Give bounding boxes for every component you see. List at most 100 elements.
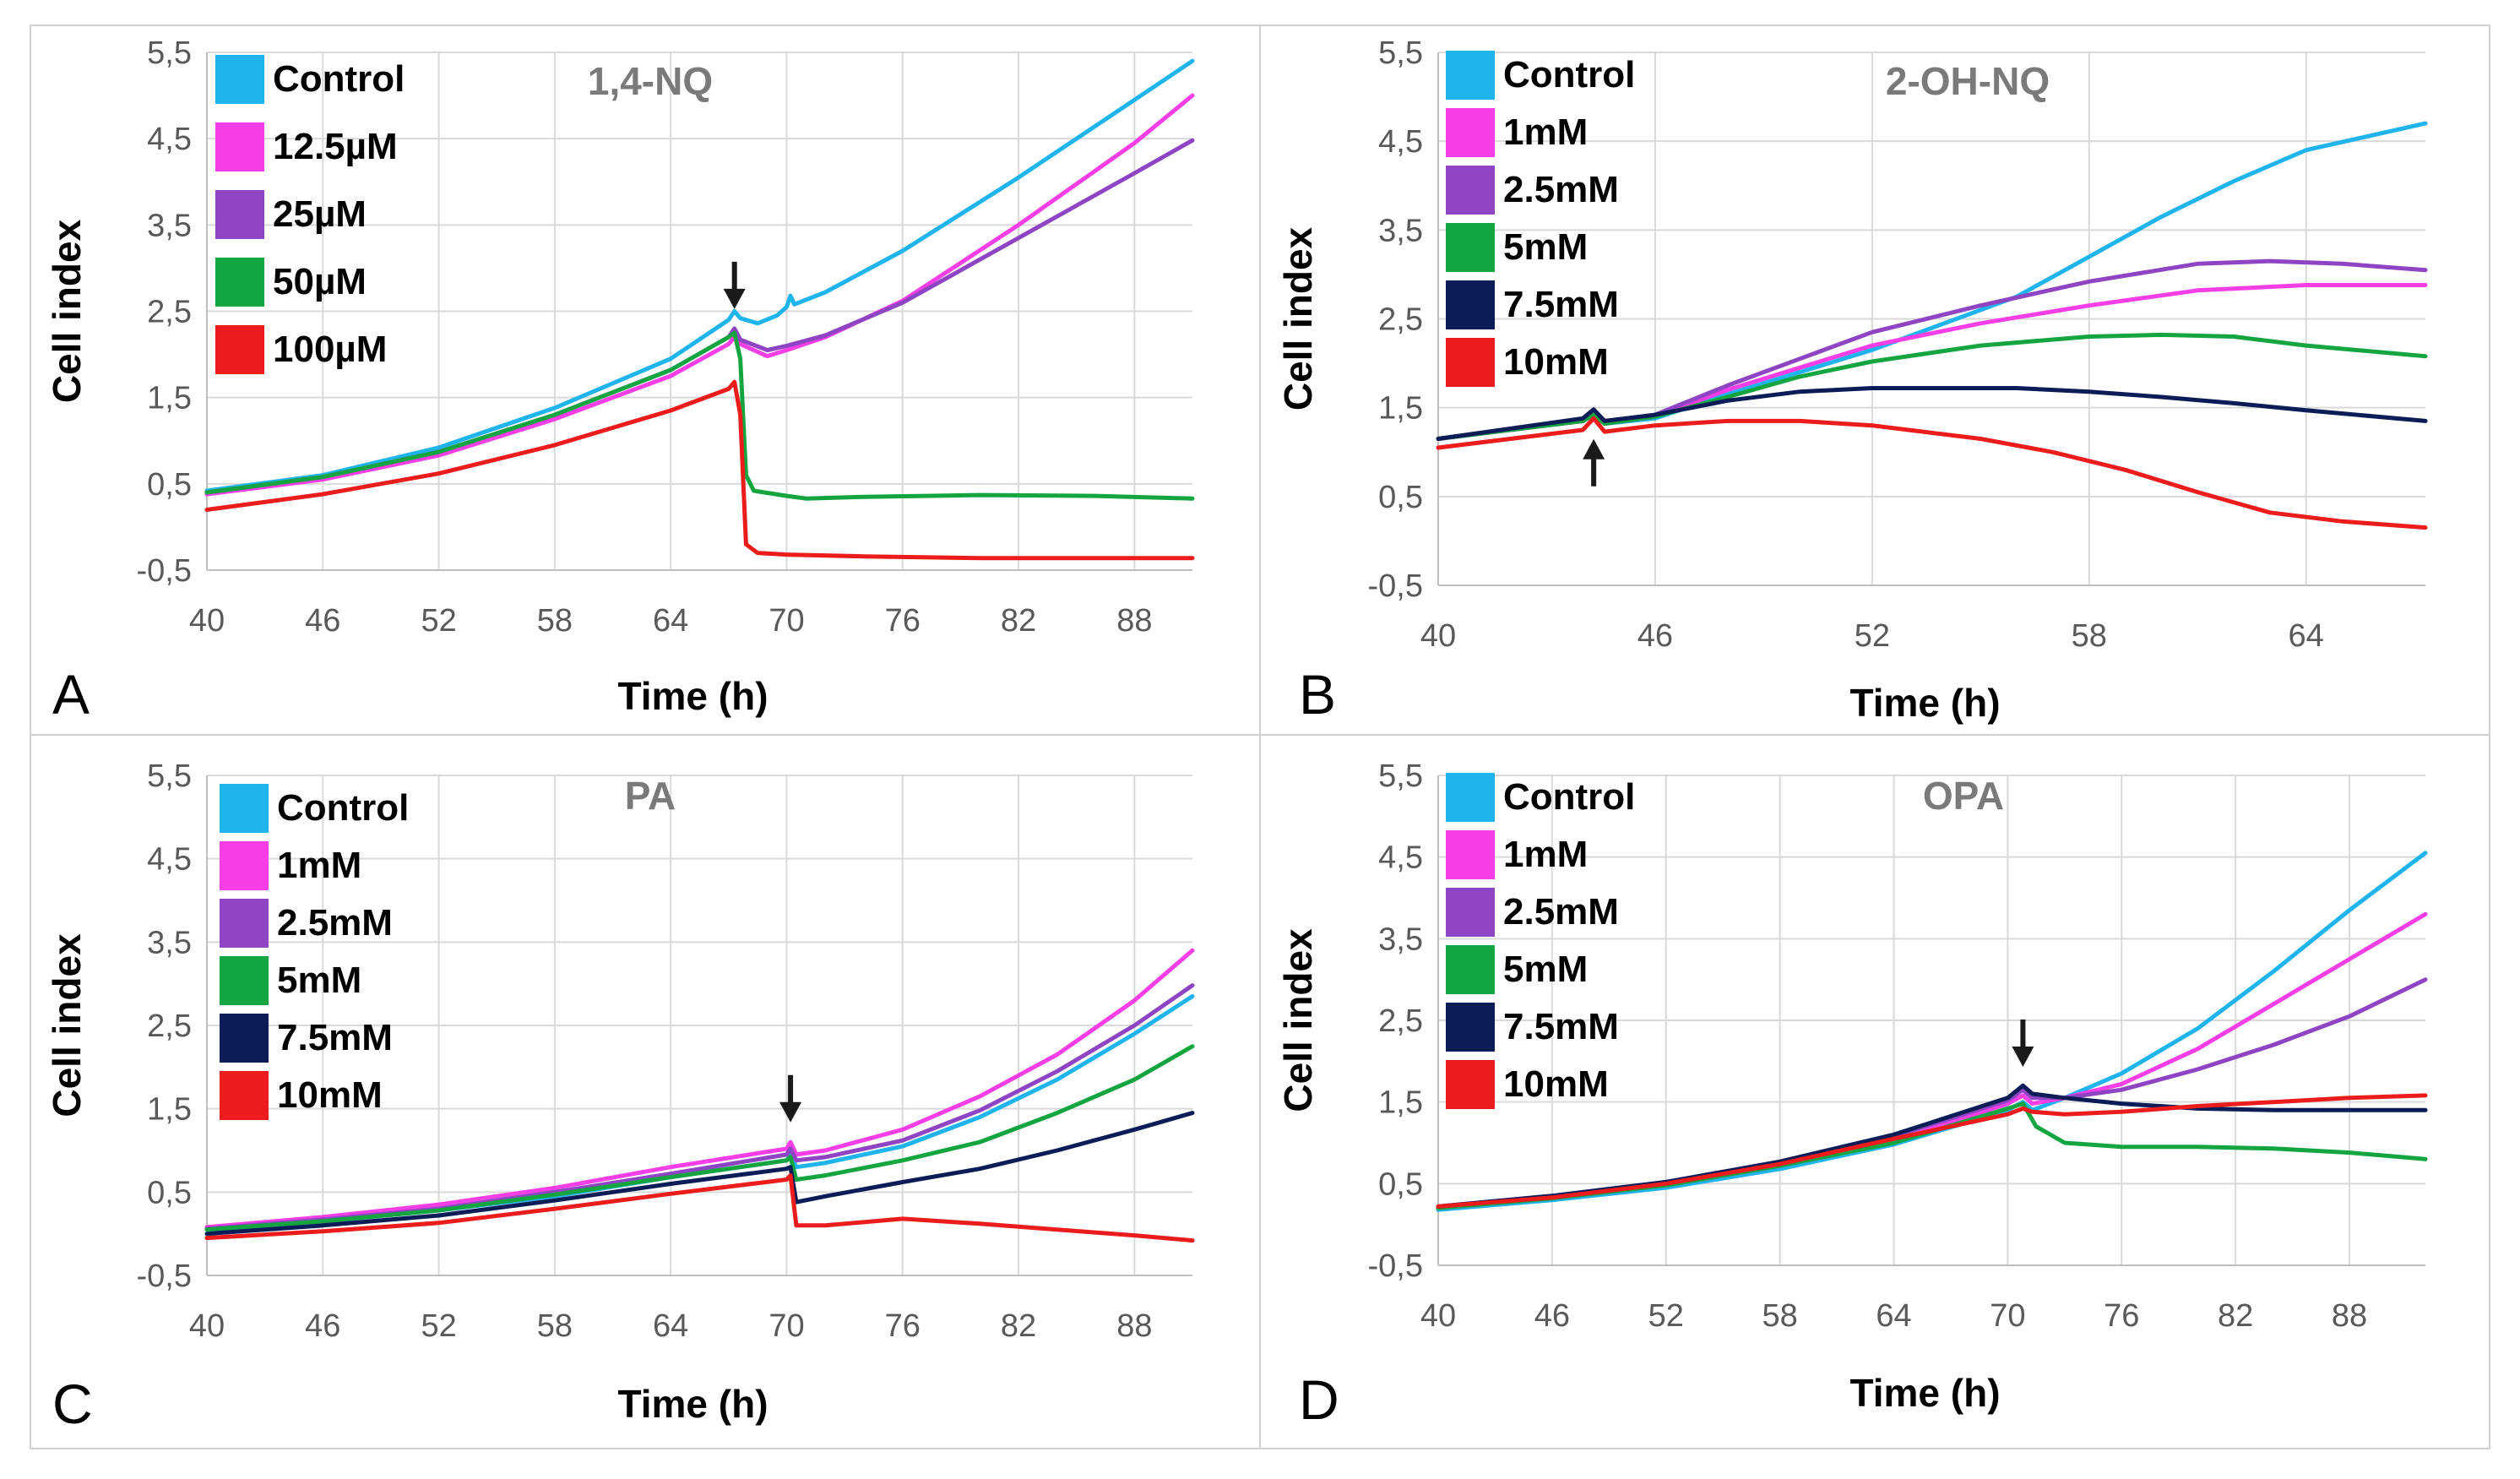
series-line-5mm xyxy=(1436,332,2428,441)
x-tick-label: 64 xyxy=(1876,1298,1911,1334)
x-tick-label: 64 xyxy=(653,603,688,639)
legend: Control 1mM 2.5mM 5mM 7.5mM 10mM xyxy=(1446,773,1635,1109)
y-tick-label: 1,5 xyxy=(1378,1085,1423,1121)
legend-label: 5mM xyxy=(1503,226,1588,268)
panel-letter: D xyxy=(1299,1368,1339,1431)
x-tick-label: 82 xyxy=(2218,1298,2253,1334)
y-tick-label: 5,5 xyxy=(1378,35,1423,71)
legend-label: 1mM xyxy=(1503,111,1588,153)
legend-label: 5mM xyxy=(1503,949,1588,990)
x-axis-title: Time (h) xyxy=(1849,681,2000,725)
x-axis-title: Time (h) xyxy=(1849,1371,2000,1415)
legend-swatch xyxy=(220,784,269,833)
series-line-10mm xyxy=(204,1173,1195,1243)
legend-swatch xyxy=(1446,1003,1495,1052)
treatment-arrow-icon xyxy=(723,261,746,309)
legend-label: 2.5mM xyxy=(1503,891,1619,933)
y-axis-title: Cell index xyxy=(1276,226,1320,411)
x-tick-label: 46 xyxy=(1637,618,1673,654)
chart-panel-a: -0,5 0,5 1,5 2,5 3,5 4,5 5,5 40 46 52 58 64 70 76 82 88… xyxy=(45,35,1195,726)
y-tick-label: 0,5 xyxy=(1378,480,1423,515)
legend-swatch xyxy=(1446,223,1495,272)
x-tick-label: 76 xyxy=(2104,1298,2139,1334)
treatment-arrow-icon xyxy=(1583,438,1605,487)
legend-swatch xyxy=(220,956,269,1005)
legend-label: 7.5mM xyxy=(1503,1006,1619,1047)
y-tick-label: 3,5 xyxy=(147,208,192,243)
x-tick-label: 52 xyxy=(421,1308,456,1344)
y-tick-label: 0,5 xyxy=(147,467,192,503)
legend-swatch xyxy=(220,1071,269,1120)
x-tick-label: 88 xyxy=(1116,1308,1152,1344)
x-tick-label: 70 xyxy=(768,603,804,639)
chart-panel-d: -0,5 0,5 1,5 2,5 3,5 4,5 5,5 40 46 52 58 64 70 76 82 88… xyxy=(1276,759,2428,1431)
legend: Control 12.5µM 25µM 50µM 100µM xyxy=(215,55,405,374)
x-tick-label: 58 xyxy=(537,603,573,639)
y-tick-label: 3,5 xyxy=(1378,922,1423,957)
chart-panel-c: -0,5 0,5 1,5 2,5 3,5 4,5 5,5 40 46 52 58 64 70 76 82 88… xyxy=(45,759,1195,1435)
legend-swatch xyxy=(215,55,264,104)
chart-title: 2-OH-NQ xyxy=(1886,59,2050,103)
legend-swatch xyxy=(215,190,264,239)
x-axis-title: Time (h) xyxy=(617,1382,768,1426)
series-line-control xyxy=(1436,851,2428,1212)
x-tick-label: 40 xyxy=(1420,1298,1456,1334)
x-tick-label: 52 xyxy=(1855,618,1890,654)
panel-letter: B xyxy=(1299,663,1336,726)
treatment-arrow-icon xyxy=(2012,1020,2034,1067)
series-line-12.5-m xyxy=(204,93,1195,497)
y-tick-label: 4,5 xyxy=(147,122,192,157)
treatment-arrow-icon xyxy=(779,1074,802,1123)
legend-swatch xyxy=(215,122,264,171)
legend-swatch xyxy=(1446,773,1495,822)
y-tick-label: 1,5 xyxy=(1378,391,1423,427)
legend-label: 10mM xyxy=(1503,341,1609,383)
x-tick-label: 76 xyxy=(885,1308,921,1344)
chart-title: PA xyxy=(625,774,676,818)
legend-label: 5mM xyxy=(277,960,361,1001)
legend-swatch xyxy=(220,841,269,890)
x-tick-label: 64 xyxy=(2289,618,2324,654)
y-tick-label: 1,5 xyxy=(147,1092,192,1128)
legend-label: 10mM xyxy=(1503,1063,1609,1105)
legend-label: 25µM xyxy=(273,193,367,235)
y-tick-label: 3,5 xyxy=(147,925,192,960)
legend-swatch xyxy=(1446,51,1495,100)
legend-swatch xyxy=(1446,945,1495,994)
x-tick-label: 82 xyxy=(1001,1308,1036,1344)
x-axis-title: Time (h) xyxy=(617,674,768,718)
y-axis-title: Cell index xyxy=(1276,928,1320,1112)
y-tick-label: -0,5 xyxy=(1368,1248,1423,1284)
legend-label: Control xyxy=(273,58,405,100)
y-tick-label: 5,5 xyxy=(147,35,192,71)
series-line-control xyxy=(204,58,1195,493)
y-tick-label: 2,5 xyxy=(147,1009,192,1044)
x-tick-label: 70 xyxy=(1990,1298,2025,1334)
y-tick-label: 3,5 xyxy=(1378,213,1423,248)
legend-label: 1mM xyxy=(277,845,361,886)
y-tick-label: 5,5 xyxy=(1378,759,1423,794)
legend-label: 100µM xyxy=(273,329,387,370)
series-line-10mm xyxy=(1436,416,2428,530)
y-tick-label: 2,5 xyxy=(1378,302,1423,338)
legend-label: Control xyxy=(1503,54,1635,95)
series-line-5mm xyxy=(204,1044,1195,1232)
x-tick-label: 52 xyxy=(1648,1298,1684,1334)
panels: -0,5 0,5 1,5 2,5 3,5 4,5 5,5 40 46 52 58 64 70 76 82 88… xyxy=(45,35,2428,1435)
x-tick-label: 88 xyxy=(2332,1298,2367,1334)
y-tick-label: -0,5 xyxy=(137,1259,192,1294)
y-tick-label: 2,5 xyxy=(1378,1003,1423,1039)
series-line-1mm xyxy=(204,948,1195,1230)
legend-swatch xyxy=(1446,280,1495,329)
y-tick-label: 0,5 xyxy=(147,1175,192,1210)
y-axis-title: Cell index xyxy=(45,933,89,1117)
legend-swatch xyxy=(1446,1060,1495,1109)
legend-swatch xyxy=(215,258,264,307)
legend-label: 7.5mM xyxy=(1503,284,1619,325)
panel-letter: C xyxy=(52,1373,93,1435)
y-tick-label: 4,5 xyxy=(1378,840,1423,876)
panel-letter: A xyxy=(52,663,90,726)
x-tick-label: 64 xyxy=(653,1308,688,1344)
series-line-50-m xyxy=(204,330,1195,501)
legend-label: 7.5mM xyxy=(277,1017,393,1058)
